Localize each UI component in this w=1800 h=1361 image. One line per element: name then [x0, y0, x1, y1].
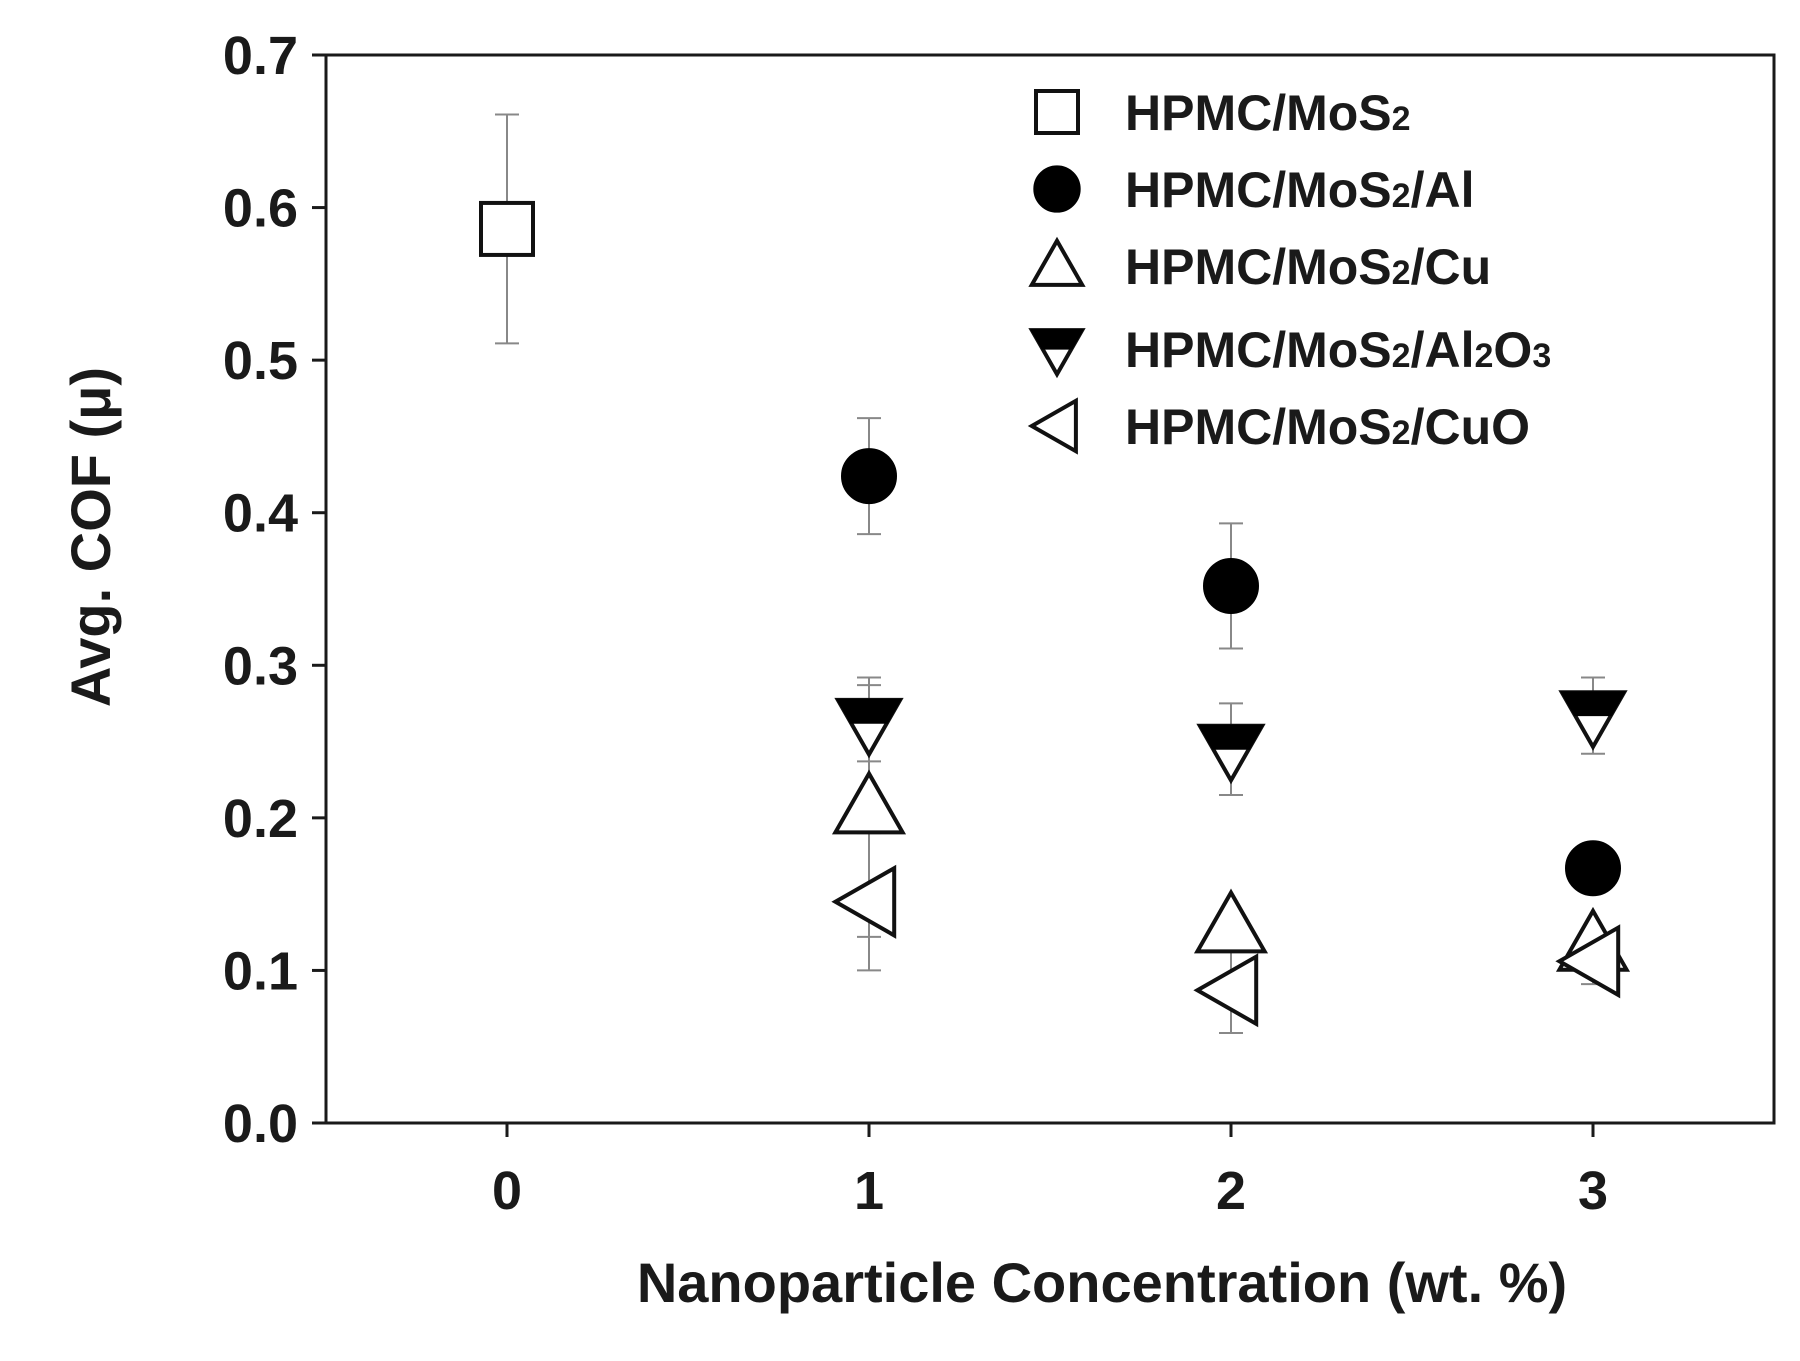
- marker-fill: [836, 698, 902, 724]
- legend-marker: [1028, 328, 1086, 379]
- legend-label-subscript: 2: [1392, 177, 1411, 215]
- marker-shape: [1034, 89, 1080, 135]
- data-point: [1203, 557, 1259, 614]
- legend-label: HPMC/MoS2/CuO: [1125, 399, 1530, 455]
- x-tick-label: 3: [1578, 1161, 1608, 1221]
- legend-label-part: HPMC/MoS: [1125, 322, 1392, 378]
- data-point: [1193, 953, 1259, 1028]
- legend-marker: [1034, 89, 1080, 135]
- data-point: [834, 697, 904, 759]
- legend-label: HPMC/MoS2: [1125, 85, 1411, 141]
- marker-shape: [841, 448, 897, 505]
- legend-marker: [1028, 236, 1086, 287]
- data-point: [1193, 888, 1269, 954]
- data-point: [831, 864, 897, 939]
- x-tick-label: 1: [854, 1161, 884, 1221]
- legend-label-subscript: 2: [1392, 337, 1411, 375]
- marker-shape: [1203, 557, 1259, 614]
- marker-shape: [479, 200, 535, 257]
- legend-label-part: HPMC/MoS: [1125, 85, 1392, 141]
- plot-frame: [324, 53, 1776, 1125]
- x-axis-title: Nanoparticle Concentration (wt. %): [637, 1251, 1567, 1314]
- legend-label-part: /Cu: [1411, 239, 1492, 295]
- legend-label: HPMC/MoS2/Cu: [1125, 239, 1491, 295]
- legend-marker: [1027, 397, 1078, 455]
- legend-label-part: O: [1493, 322, 1532, 378]
- y-tick-label: 0.4: [223, 484, 298, 544]
- legend-label-subscript: 2: [1474, 337, 1493, 375]
- x-tick-label: 2: [1216, 1161, 1246, 1221]
- marker-shape: [1555, 924, 1621, 999]
- plot-area: 0.0 0.1 0.2 0.3 0.4 0.5 0.6 0.7 0 1 2 3: [223, 26, 1776, 1221]
- y-axis-title: Avg. COF (μ): [59, 367, 122, 707]
- x-tick-label: 0: [492, 1161, 522, 1221]
- legend-label-subscript: 2: [1392, 414, 1411, 452]
- y-tick-label: 0.6: [223, 179, 298, 239]
- legend: HPMC/MoS2HPMC/MoS2/AlHPMC/MoS2/CuHPMC/Mo…: [1027, 85, 1551, 455]
- data-point: [841, 448, 897, 505]
- legend-label-part: HPMC/MoS: [1125, 162, 1392, 218]
- data-point: [479, 200, 535, 257]
- legend-label-part: /Al: [1411, 322, 1475, 378]
- legend-label-subscript: 2: [1392, 100, 1411, 138]
- marker-shape: [1027, 397, 1078, 455]
- legend-label-part: /Al: [1411, 162, 1475, 218]
- marker-fill: [1560, 691, 1626, 717]
- data-point: [1558, 690, 1628, 751]
- marker-shape: [831, 769, 907, 835]
- y-tick-label: 0.1: [223, 941, 298, 1001]
- data-point: [831, 769, 907, 835]
- legend-label-part: HPMC/MoS: [1125, 399, 1392, 455]
- data-point: [1196, 723, 1266, 785]
- legend-label: HPMC/MoS2/Al2O3: [1125, 322, 1551, 378]
- marker-shape: [1193, 888, 1269, 954]
- y-tick-label: 0.0: [223, 1094, 298, 1154]
- legend-label-part: HPMC/MoS: [1125, 239, 1392, 295]
- legend-marker: [1033, 165, 1081, 213]
- marker-shape: [1193, 953, 1259, 1028]
- marker-fill: [1030, 329, 1084, 350]
- marker-shape: [831, 864, 897, 939]
- marker-shape: [1033, 165, 1081, 213]
- legend-label-subscript: 3: [1532, 337, 1551, 375]
- legend-label-subscript: 2: [1392, 254, 1411, 292]
- y-tick-label: 0.5: [223, 331, 298, 391]
- data-point: [1555, 924, 1621, 999]
- legend-label: HPMC/MoS2/Al: [1125, 162, 1474, 218]
- data-point: [1565, 840, 1621, 897]
- y-tick-label: 0.7: [223, 26, 298, 86]
- y-tick-label: 0.2: [223, 789, 298, 849]
- marker-shape: [1028, 236, 1086, 287]
- legend-label-part: /CuO: [1411, 399, 1530, 455]
- marker-shape: [1565, 840, 1621, 897]
- marker-fill: [1198, 724, 1264, 750]
- y-tick-label: 0.3: [223, 636, 298, 696]
